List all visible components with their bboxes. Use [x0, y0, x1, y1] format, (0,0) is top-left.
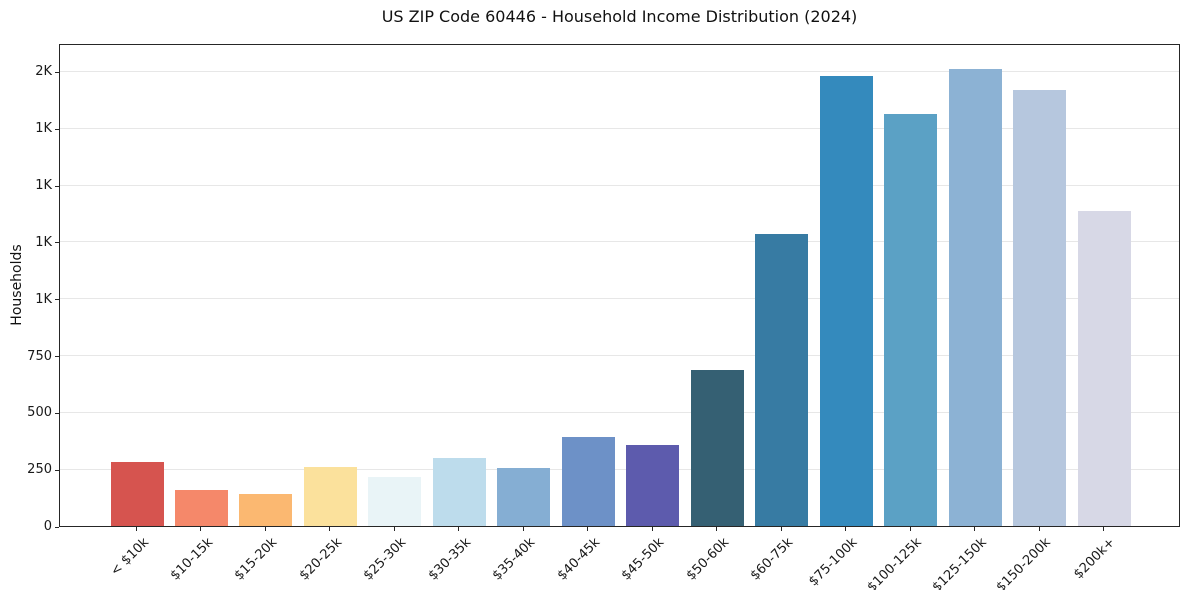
- x-tick-label: $125-150k: [929, 535, 990, 590]
- x-tick-label: $15-20k: [232, 535, 281, 584]
- x-tick-mark: [651, 527, 653, 531]
- x-tick-mark: [264, 527, 266, 531]
- x-tick-label: $50-60k: [683, 535, 732, 584]
- gridline: [60, 468, 1179, 470]
- x-tick-label: $60-75k: [747, 535, 797, 584]
- y-axis-label: Households: [9, 244, 25, 326]
- y-tick-label: 250: [27, 462, 52, 478]
- y-tick-mark: [55, 356, 59, 358]
- x-tick-mark: [587, 527, 589, 531]
- x-tick-mark: [329, 527, 331, 531]
- y-tick-label: 750: [27, 348, 52, 364]
- gridline: [60, 184, 1179, 186]
- gridline: [60, 241, 1179, 243]
- bar: [110, 461, 164, 526]
- x-tick-label: $35-40k: [489, 535, 539, 584]
- bar: [432, 458, 486, 526]
- y-tick-label: 0: [43, 519, 52, 534]
- y-tick-label: 2K: [35, 64, 52, 80]
- y-tick-label: 1K: [35, 121, 52, 137]
- bar: [626, 444, 680, 526]
- bar: [755, 234, 809, 526]
- bar: [174, 489, 228, 526]
- x-tick-label: $10-15k: [167, 535, 217, 584]
- bar: [690, 369, 744, 526]
- x-tick-mark: [909, 527, 911, 531]
- y-tick-mark: [55, 299, 59, 301]
- x-tick-mark: [393, 527, 395, 531]
- gridline: [60, 70, 1179, 72]
- y-tick-label: 1K: [35, 178, 52, 194]
- bar: [239, 494, 293, 526]
- x-tick-mark: [458, 527, 460, 531]
- x-tick-mark: [716, 527, 718, 531]
- x-tick-label: $100-125k: [865, 535, 926, 590]
- bar: [497, 468, 551, 526]
- bar: [819, 75, 873, 526]
- y-tick-mark: [55, 185, 59, 187]
- y-tick-label: 500: [27, 405, 52, 421]
- y-tick-mark: [55, 128, 59, 130]
- x-tick-label: < $10k: [107, 535, 152, 580]
- x-tick-mark: [522, 527, 524, 531]
- y-tick-mark: [55, 71, 59, 73]
- bar: [303, 467, 357, 526]
- bar: [948, 68, 1002, 526]
- x-tick-label: $150-200k: [993, 535, 1055, 590]
- gridline: [60, 127, 1179, 129]
- gridline: [60, 355, 1179, 357]
- bar: [561, 436, 615, 526]
- plot-area: [59, 44, 1180, 527]
- x-tick-label: $75-100k: [806, 535, 861, 590]
- x-tick-mark: [845, 527, 847, 531]
- x-tick-mark: [974, 527, 976, 531]
- x-tick-label: $45-50k: [618, 535, 668, 584]
- y-tick-mark: [55, 242, 59, 244]
- bar: [1077, 211, 1131, 526]
- x-tick-label: $200k+: [1071, 535, 1119, 583]
- bar: [368, 477, 422, 526]
- y-tick-label: 1K: [35, 234, 52, 250]
- x-tick-label: $25-30k: [360, 535, 410, 584]
- x-tick-mark: [780, 527, 782, 531]
- x-tick-mark: [200, 527, 202, 531]
- y-tick-mark: [55, 412, 59, 414]
- x-tick-label: $20-25k: [296, 535, 346, 584]
- chart-title: US ZIP Code 60446 - Household Income Dis…: [381, 7, 858, 26]
- bar: [884, 114, 938, 526]
- x-tick-label: $30-35k: [425, 535, 474, 584]
- x-tick-mark: [136, 527, 137, 531]
- x-tick-label: $40-45k: [554, 535, 603, 584]
- bar: [1013, 90, 1067, 526]
- x-tick-mark: [1103, 527, 1104, 531]
- y-tick-mark: [55, 469, 59, 471]
- gridline: [60, 298, 1179, 300]
- gridline: [60, 411, 1179, 413]
- y-tick-label: 1K: [35, 291, 52, 307]
- y-tick-mark: [55, 526, 59, 528]
- x-tick-mark: [1038, 527, 1040, 531]
